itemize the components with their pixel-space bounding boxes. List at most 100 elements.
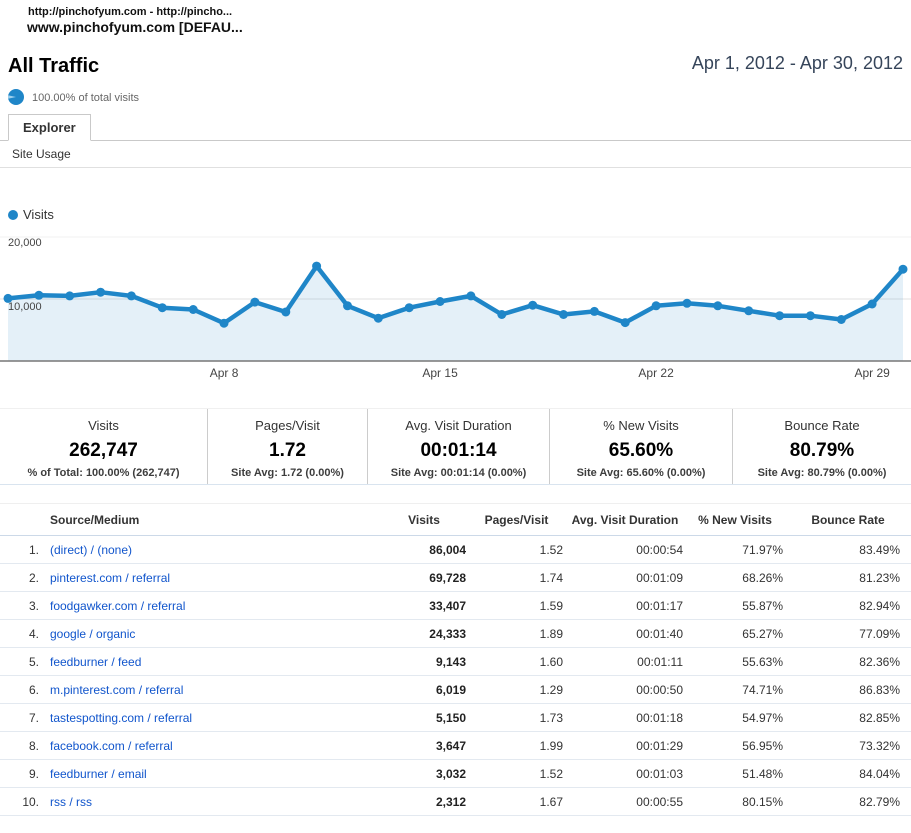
visits-line (5, 263, 906, 326)
stat-subtext: Site Avg: 80.79% (0.00%) (757, 467, 887, 479)
data-point-apr-15 (435, 297, 445, 306)
cell-avg-duration: 00:00:54 (565, 535, 685, 564)
cell-new-visits: 55.87% (685, 591, 785, 620)
tab-bar: Explorer (0, 114, 911, 141)
data-point-apr-8 (219, 318, 229, 328)
header-visits[interactable]: Visits (380, 503, 468, 536)
source-medium-link[interactable]: tastespotting.com / referral (45, 703, 380, 732)
table-row: 5. feedburner / feed 9,143 1.60 00:01:11… (0, 647, 911, 676)
table-row: 2. pinterest.com / referral 69,728 1.74 … (0, 563, 911, 592)
data-point-apr-30 (898, 264, 908, 274)
cell-pages-visit: 1.52 (468, 759, 565, 788)
stat-label: Visits (88, 418, 119, 433)
data-point-apr-10 (281, 307, 291, 317)
cell-new-visits: 74.71% (685, 675, 785, 704)
data-point-apr-6 (157, 303, 167, 313)
data-point-apr-24 (713, 301, 723, 311)
stat-visits: Visits 262,747 % of Total: 100.00% (262,… (0, 409, 208, 484)
source-medium-link[interactable]: pinterest.com / referral (45, 563, 380, 592)
cell-bounce-rate: 86.83% (785, 675, 911, 704)
header-pages-visit[interactable]: Pages/Visit (468, 503, 565, 536)
header-new-visits[interactable]: % New Visits (685, 503, 785, 536)
stat-label: Avg. Visit Duration (405, 418, 512, 433)
stat-subtext: Site Avg: 00:01:14 (0.00%) (390, 467, 527, 479)
cell-bounce-rate: 83.49% (785, 535, 911, 564)
source-medium-link[interactable]: foodgawker.com / referral (45, 591, 380, 620)
visits-legend-label: Visits (23, 207, 54, 222)
table-row: 7. tastespotting.com / referral 5,150 1.… (0, 703, 911, 732)
header-source-medium[interactable]: Source/Medium (45, 503, 380, 536)
pie-chart-icon (8, 89, 24, 105)
header-rank (0, 503, 45, 536)
data-point-apr-2 (34, 290, 44, 300)
breadcrumb-profile: www.pinchofyum.com [DEFAU... (27, 19, 243, 35)
y-axis-tick-10000: 10,000 (8, 301, 42, 313)
cell-avg-duration: 00:01:17 (565, 591, 685, 620)
source-medium-link[interactable]: rss / rss (45, 787, 380, 816)
data-point-apr-23 (682, 298, 692, 308)
subtab-site-usage[interactable]: Site Usage (12, 147, 71, 161)
data-point-apr-17 (497, 310, 507, 319)
cell-bounce-rate: 84.04% (785, 759, 911, 788)
cell-bounce-rate: 82.36% (785, 647, 911, 676)
cell-new-visits: 54.97% (685, 703, 785, 732)
row-rank: 8. (0, 731, 45, 760)
table-row: 9. feedburner / email 3,032 1.52 00:01:0… (0, 759, 911, 788)
page-title: All Traffic (8, 55, 100, 77)
source-medium-link[interactable]: google / organic (45, 619, 380, 648)
row-rank: 2. (0, 563, 45, 592)
header-bounce-rate[interactable]: Bounce Rate (785, 503, 911, 536)
source-medium-link[interactable]: m.pinterest.com / referral (45, 675, 380, 704)
x-axis-tick-apr-22: Apr 22 (638, 366, 674, 380)
data-point-apr-20 (589, 306, 599, 316)
cell-visits: 86,004 (380, 535, 468, 564)
source-medium-link[interactable]: feedburner / feed (45, 647, 380, 676)
cell-visits: 24,333 (380, 619, 468, 648)
cell-avg-duration: 00:01:03 (565, 759, 685, 788)
data-point-apr-11 (312, 261, 322, 271)
cell-new-visits: 51.48% (685, 759, 785, 788)
cell-visits: 6,019 (380, 675, 468, 704)
cell-avg-duration: 00:01:11 (565, 647, 685, 676)
table-row: 6. m.pinterest.com / referral 6,019 1.29… (0, 675, 911, 704)
cell-pages-visit: 1.74 (468, 563, 565, 592)
cell-new-visits: 80.15% (685, 787, 785, 816)
row-rank: 9. (0, 759, 45, 788)
source-medium-link[interactable]: facebook.com / referral (45, 731, 380, 760)
source-medium-link[interactable]: (direct) / (none) (45, 535, 380, 564)
data-point-apr-21 (620, 318, 630, 328)
cell-new-visits: 65.27% (685, 619, 785, 648)
stat-value: 262,747 (69, 440, 138, 461)
cell-avg-duration: 00:01:29 (565, 731, 685, 760)
cell-avg-duration: 00:01:18 (565, 703, 685, 732)
data-point-apr-26 (775, 311, 785, 321)
tab-explorer[interactable]: Explorer (8, 114, 91, 141)
x-axis-tick-apr-15: Apr 15 (422, 366, 458, 380)
cell-pages-visit: 1.89 (468, 619, 565, 648)
cell-new-visits: 71.97% (685, 535, 785, 564)
source-medium-link[interactable]: feedburner / email (45, 759, 380, 788)
stat-label: % New Visits (603, 418, 679, 433)
data-point-apr-22 (651, 301, 661, 311)
data-point-apr-14 (404, 303, 414, 313)
y-axis-tick-20000: 20,000 (8, 237, 42, 249)
x-axis-labels: Apr 8 Apr 15 Apr 22 Apr 29 (0, 366, 911, 382)
data-point-apr-7 (188, 305, 198, 314)
visits-chart-svg (0, 236, 911, 362)
cell-avg-duration: 00:00:50 (565, 675, 685, 704)
cell-new-visits: 56.95% (685, 731, 785, 760)
visits-legend-dot-icon (8, 210, 18, 220)
stat-avg-visit-duration: Avg. Visit Duration 00:01:14 Site Avg: 0… (368, 409, 550, 484)
date-range-selector[interactable]: Apr 1, 2012 - Apr 30, 2012 (691, 53, 903, 73)
cell-bounce-rate: 73.32% (785, 731, 911, 760)
stat-subtext: % of Total: 100.00% (262,747) (27, 467, 180, 479)
cell-bounce-rate: 77.09% (785, 619, 911, 648)
data-point-apr-4 (96, 287, 106, 297)
data-point-apr-18 (528, 300, 538, 310)
table-body: 1. (direct) / (none) 86,004 1.52 00:00:5… (0, 535, 911, 816)
header-avg-visit-duration[interactable]: Avg. Visit Duration (565, 503, 685, 536)
cell-visits: 2,312 (380, 787, 468, 816)
cell-visits: 5,150 (380, 703, 468, 732)
data-point-apr-12 (343, 301, 352, 311)
